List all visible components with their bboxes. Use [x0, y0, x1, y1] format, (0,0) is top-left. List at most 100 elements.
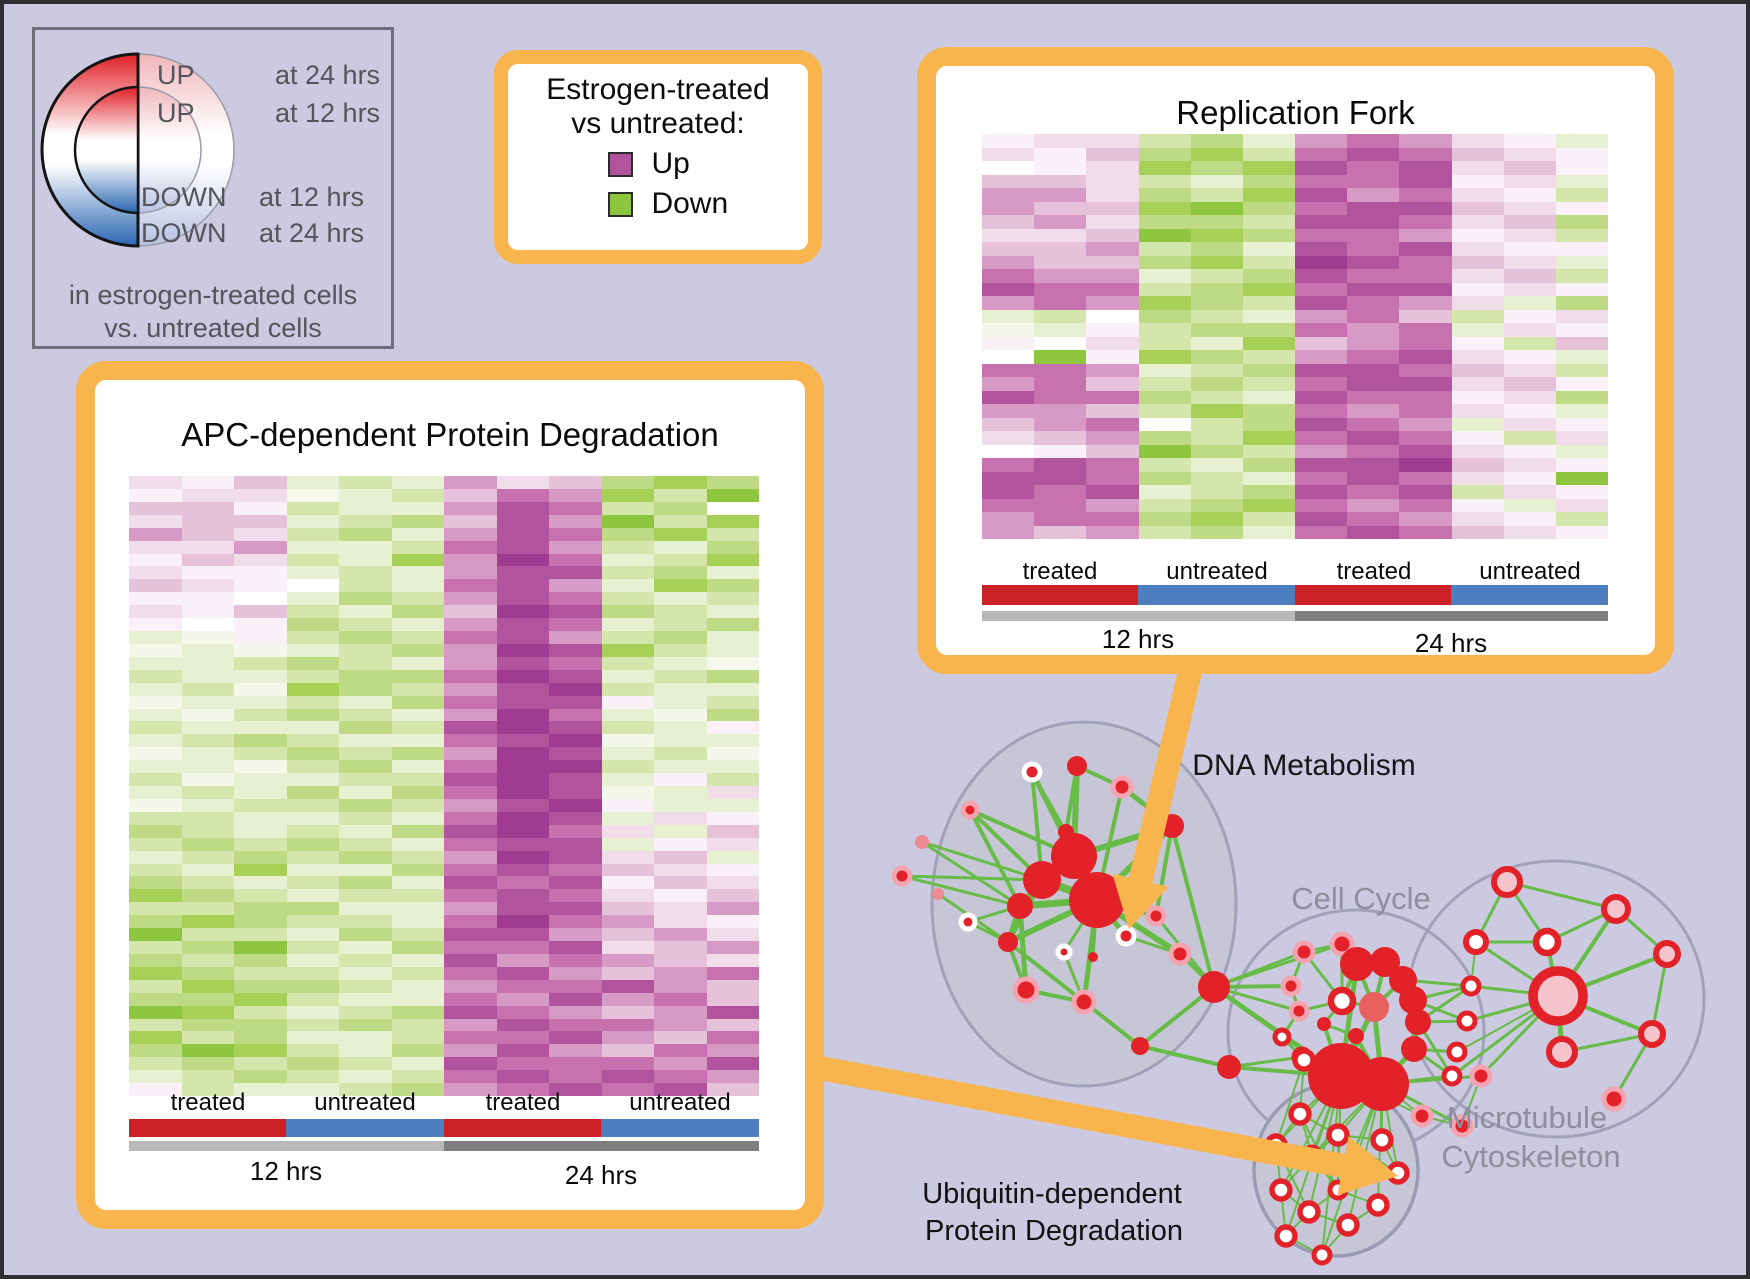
- heatmap-cell: [982, 201, 1035, 215]
- network-edge: [1280, 1075, 1342, 1191]
- heatmap-cell: [1347, 215, 1400, 229]
- heatmap-cell: [339, 618, 392, 631]
- network-edge: [1556, 952, 1669, 998]
- heatmap-cell: [1242, 282, 1295, 296]
- network-node-s: [1370, 947, 1400, 977]
- heatmap-cell: [286, 863, 339, 877]
- network-edge: [1474, 880, 1509, 944]
- heatmap-cell: [496, 643, 549, 657]
- network-edge: [1094, 897, 1129, 939]
- heatmap-cell: [601, 656, 654, 670]
- heatmap-cell: [1347, 134, 1400, 148]
- heatmap-cell: [444, 501, 497, 515]
- heatmap-cell: [601, 837, 654, 851]
- heatmap-cell: [654, 1031, 707, 1045]
- heatmap-cell: [982, 134, 1035, 148]
- network-node-wr: [1291, 1046, 1313, 1068]
- heatmap-cell: [1503, 336, 1556, 350]
- network-edge: [1321, 1224, 1349, 1256]
- heatmap-cell: [234, 941, 287, 954]
- heatmap-cell: [982, 377, 1035, 391]
- heatmap-cell: [496, 1031, 549, 1045]
- network-node-s: [1348, 1028, 1364, 1044]
- heatmap-cell: [496, 669, 549, 683]
- network-edge: [1280, 1189, 1287, 1237]
- heatmap-cell: [1034, 255, 1087, 269]
- heatmap-cell: [706, 695, 759, 709]
- heatmap-cell: [1190, 215, 1243, 229]
- connector-arrow-head: [1112, 873, 1169, 929]
- heatmap-cell: [654, 553, 707, 567]
- heatmap-cell: [1138, 444, 1191, 458]
- heatmap-cell: [1138, 134, 1191, 148]
- heatmap-cell: [129, 1083, 182, 1096]
- heatmap-cell: [234, 579, 287, 593]
- heatmap-cell: [982, 485, 1035, 499]
- heatmap-cell: [1347, 417, 1400, 431]
- heatmap-cell: [339, 1057, 392, 1071]
- heatmap-cell: [1086, 255, 1139, 269]
- heatmap-cell: [982, 282, 1035, 296]
- heatmap-cell: [286, 979, 339, 993]
- heatmap-cell: [1295, 161, 1348, 175]
- heatmap-cell: [1034, 458, 1087, 472]
- up-12-dir: UP: [157, 98, 195, 128]
- heatmap-cell: [1034, 336, 1087, 350]
- heatmap-cell: [654, 631, 707, 644]
- heatmap-cell: [654, 992, 707, 1006]
- network-edge: [1030, 770, 1044, 882]
- heatmap-cell: [654, 708, 707, 722]
- heatmap-cell: [982, 417, 1035, 431]
- network-edge: [1372, 978, 1405, 1009]
- network-edge: [1340, 942, 1359, 966]
- heatmap-cell: [339, 643, 392, 657]
- heatmap-cell: [444, 566, 497, 580]
- heatmap-cell: [339, 566, 392, 580]
- heatmap-cell: [1347, 147, 1400, 161]
- heatmap-cell: [286, 579, 339, 593]
- network-edge: [1063, 829, 1100, 903]
- network-edge: [968, 808, 1022, 908]
- heatmap-cell: [234, 773, 287, 786]
- network-edge: [1377, 1083, 1383, 1206]
- circle-legend-footer-2: vs. untreated cells: [104, 313, 322, 343]
- network-edge: [1412, 1020, 1420, 1051]
- heatmap-cell: [1503, 242, 1556, 256]
- heatmap-cell: [601, 1044, 654, 1058]
- heatmap-cell: [1451, 377, 1504, 391]
- heatmap-cell: [1034, 296, 1087, 310]
- heatmap-cell: [1295, 512, 1348, 526]
- network-edge: [1005, 903, 1023, 945]
- network-edge: [1016, 896, 1101, 910]
- heatmap-cell: [1503, 485, 1556, 499]
- heatmap-cell: [1503, 350, 1556, 364]
- heatmap-cell: [1138, 512, 1191, 526]
- heatmap-cell: [549, 669, 602, 683]
- heatmap-cell: [234, 889, 287, 903]
- heatmap-cell: [339, 488, 392, 502]
- heatmap-cell: [1034, 309, 1087, 323]
- heatmap-cell: [339, 773, 392, 786]
- heatmap-cell: [1555, 323, 1608, 337]
- network-edge: [1308, 1075, 1342, 1213]
- network-edge: [1337, 1083, 1383, 1191]
- rf-treated-bar-12: [982, 585, 1138, 605]
- heatmap-cell: [1295, 363, 1348, 377]
- heatmap-cell: [339, 695, 392, 709]
- heatmap-cell: [339, 953, 392, 967]
- heatmap-cell: [1347, 498, 1400, 512]
- heatmap-cell: [181, 1044, 234, 1058]
- updown-legend-title-1: Estrogen-treated: [546, 73, 770, 106]
- heatmap-cell: [982, 404, 1035, 418]
- heatmap-cell: [1503, 147, 1556, 161]
- heatmap-cell: [444, 928, 497, 941]
- heatmap-cell: [706, 915, 759, 929]
- heatmap-cell: [234, 1070, 287, 1084]
- heatmap-cell: [181, 734, 234, 748]
- network-node-rp: [1288, 1000, 1310, 1022]
- network-node-rp: [1410, 1104, 1434, 1128]
- network-node-rp: [1280, 975, 1302, 997]
- network-edge: [1289, 984, 1301, 1013]
- heatmap-cell: [1399, 215, 1452, 229]
- network-edge: [1285, 1075, 1342, 1237]
